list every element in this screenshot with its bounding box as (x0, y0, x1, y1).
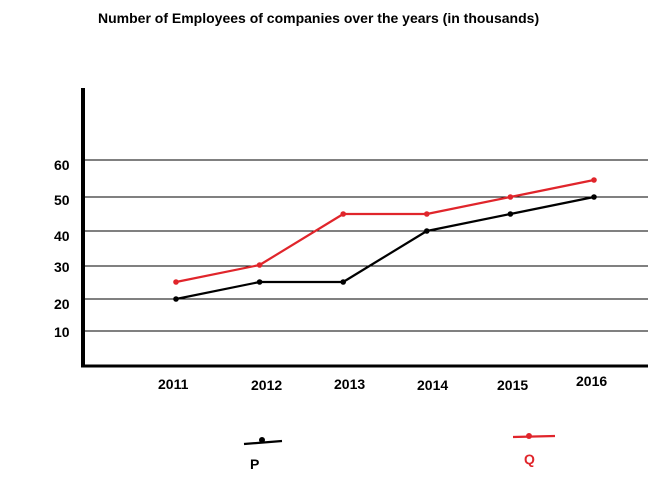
series-q-point (340, 211, 347, 217)
legend-p-marker (259, 437, 265, 443)
series-q-point (507, 194, 514, 200)
x-tick-label: 2013 (334, 376, 365, 392)
y-tick-label: 10 (54, 324, 70, 340)
y-tick-label: 50 (54, 192, 70, 208)
series-p-point (591, 194, 597, 200)
legend-p-label: P (250, 456, 259, 472)
y-tick-labels: 60 50 40 30 20 10 (54, 157, 70, 340)
x-tick-label: 2012 (251, 377, 282, 393)
legend-q-label: Q (524, 451, 535, 467)
y-tick-label: 30 (54, 259, 70, 275)
series-q-point (591, 177, 597, 183)
y-tick-label: 60 (54, 157, 70, 173)
x-tick-labels: 2011 2012 2013 2014 2015 2016 (158, 373, 607, 393)
x-tick-label: 2014 (417, 377, 448, 393)
series-p-line (175, 195, 595, 301)
series-p-point (340, 279, 347, 285)
legend-q-line (512, 434, 556, 439)
series-q-point (424, 211, 430, 217)
series-q-point (256, 262, 263, 268)
axes (81, 88, 648, 368)
series-q-line (175, 178, 595, 284)
y-tick-label: 20 (54, 296, 70, 312)
chart-title: Number of Employees of companies over th… (98, 10, 539, 26)
legend-q-marker (526, 433, 532, 439)
x-tick-label: 2011 (158, 376, 189, 392)
y-tick-label: 40 (54, 228, 70, 244)
x-tick-label: 2016 (576, 373, 607, 389)
series-p-point (256, 279, 263, 285)
series-p-point (507, 211, 514, 217)
series-p-point (424, 228, 430, 234)
series-layer (173, 177, 597, 302)
x-tick-label: 2015 (497, 377, 528, 393)
series-q-point (173, 279, 179, 285)
series-p-point (173, 296, 179, 302)
